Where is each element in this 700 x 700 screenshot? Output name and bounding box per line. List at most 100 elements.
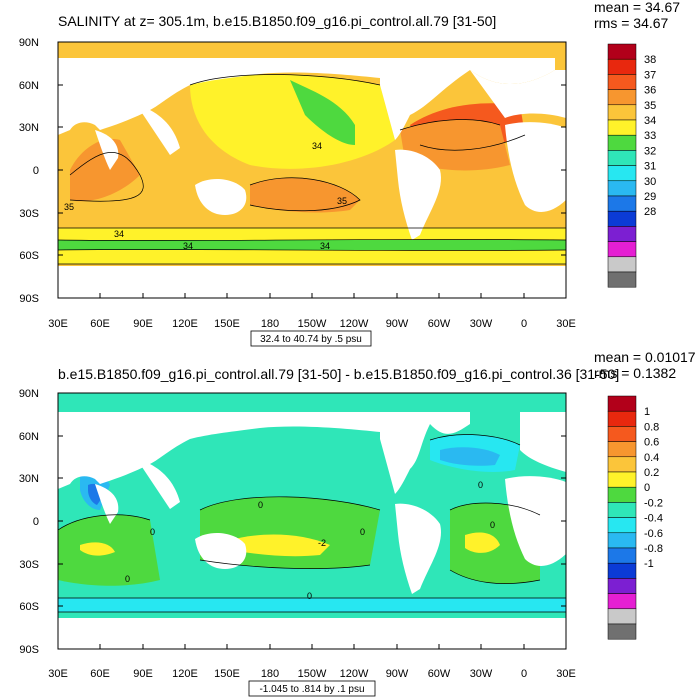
lon-label: 60W [428, 318, 451, 330]
north-america-land [380, 58, 470, 140]
panel1-lon-labels: 30E 60E 90E 120E 150E 180 150W 120W 90W … [48, 318, 576, 330]
india-land [95, 130, 119, 170]
contour-label: 34 [114, 229, 124, 239]
legend-label: 0.6 [644, 437, 659, 449]
arctic-fill [60, 44, 565, 58]
panel-salinity: SALINITY at z= 305.1m, b.e15.B1850.f09_g… [19, 0, 681, 347]
contour-label: 34 [320, 241, 330, 251]
legend-label: -1 [644, 558, 654, 570]
europe-land [470, 70, 566, 118]
legend-label: 0 [644, 482, 650, 494]
atlantic-high-2 [400, 119, 510, 171]
panel2-range-box [248, 680, 376, 697]
southern-band-yellow-2 [58, 250, 566, 264]
legend-label: 35 [644, 100, 656, 112]
lon-label: 30E [48, 318, 68, 330]
lat-label: 60N [19, 80, 39, 92]
lon-label: 90W [386, 668, 409, 680]
lon-label: 60E [90, 668, 110, 680]
legend-swatch [607, 256, 637, 273]
lon-label: 0 [521, 668, 527, 680]
lon-label: 180 [261, 668, 279, 680]
north-pacific-green [290, 80, 355, 145]
legend-swatch [607, 486, 637, 503]
north-atlantic-deep [440, 447, 500, 466]
legend-label: -0.2 [644, 497, 663, 509]
contour-label: 0 [125, 574, 130, 584]
legend-swatch [607, 104, 637, 121]
south-pacific-high [250, 177, 360, 213]
lat-label: 60S [19, 601, 39, 613]
legend-swatch [607, 441, 637, 458]
legend-label: 28 [644, 206, 656, 218]
asia-land [58, 58, 380, 135]
lon-label: 120W [340, 318, 369, 330]
legend-label: 0.8 [644, 421, 659, 433]
panel1-mean: mean = 34.67 [594, 0, 681, 15]
legend-swatch [607, 195, 637, 212]
europe-land [520, 412, 566, 472]
lon-label: 30W [470, 668, 493, 680]
lon-label: 90E [133, 318, 153, 330]
legend-swatch [607, 471, 637, 488]
lon-label: 120E [172, 668, 198, 680]
lat-label: 30S [19, 559, 39, 571]
legend-label: 33 [644, 130, 656, 142]
panel2-title: b.e15.B1850.f09_g16.pi_control.all.79 [3… [58, 366, 620, 382]
lat-label: 0 [33, 165, 39, 177]
australia-land [195, 178, 247, 215]
lon-label: 0 [521, 318, 527, 330]
panel2-range-note: -1.045 to .814 by .1 psu [259, 684, 364, 695]
legend-swatch [607, 456, 637, 473]
contour-label: 0 [150, 527, 155, 537]
lon-label: 90E [133, 668, 153, 680]
lon-label: 150W [298, 318, 327, 330]
lat-label: 30N [19, 473, 39, 485]
legend-swatch [607, 517, 637, 534]
lat-label: 90N [19, 388, 39, 400]
lon-label: 120W [340, 668, 369, 680]
panel1-lat-labels: 90N 60N 30N 0 30S 60S 90S [19, 37, 39, 305]
africa-land [505, 476, 566, 566]
contour-label: 34 [183, 241, 193, 251]
panel1-lon-ticks [99, 293, 525, 298]
land-masses [58, 412, 566, 649]
legend-label: 36 [644, 85, 656, 97]
panel1-range-note: 32.4 to 40.74 by .5 psu [260, 334, 362, 345]
legend-label: 29 [644, 191, 656, 203]
lat-label: 60N [19, 431, 39, 443]
legend-label: 1 [644, 406, 650, 418]
legend-swatch [607, 43, 637, 60]
legend-label: 30 [644, 176, 656, 188]
panel2-map: 0 0 0 0 0 0 -2 0 90N 60N 30N 0 30S 60S [19, 388, 663, 697]
africa-land [505, 122, 566, 212]
legend-label: 37 [644, 69, 656, 81]
lon-label: 180 [261, 318, 279, 330]
legend-swatch [607, 562, 637, 579]
legend-label: -0.8 [644, 543, 663, 555]
greenland-land [430, 412, 470, 434]
contour-lines [58, 434, 566, 613]
panel1-title: SALINITY at z= 305.1m, b.e15.B1850.f09_g… [58, 13, 497, 29]
legend-swatch [607, 119, 637, 136]
legend-swatch [607, 426, 637, 442]
legend-swatch [607, 226, 637, 242]
contour-label: 0 [258, 500, 263, 510]
contour-label: 34 [312, 141, 322, 151]
legend-swatch [607, 547, 637, 564]
india-land [95, 484, 119, 524]
panel2-lat-ticks [58, 392, 566, 650]
panel1-rms: rms = 34.67 [594, 15, 669, 31]
panel2-lon-ticks [99, 644, 525, 649]
legend-swatch [607, 89, 637, 106]
legend-swatch [607, 271, 637, 288]
atlantic-yellow [465, 532, 500, 553]
southeast-asia-land [140, 110, 180, 155]
north-pacific-fill [190, 74, 395, 169]
lat-label: 30S [19, 208, 39, 220]
southern-blue-band [58, 598, 566, 612]
legend-swatch [607, 410, 637, 427]
legend-swatch [607, 180, 637, 197]
lon-label: 30E [556, 318, 576, 330]
lat-label: 30N [19, 122, 39, 134]
